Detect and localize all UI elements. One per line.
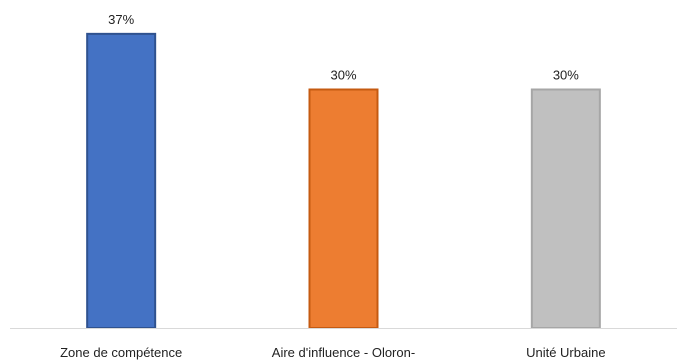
data-label-2: 30% [330, 68, 356, 83]
bar-2 [308, 88, 379, 329]
bar-3 [530, 88, 601, 329]
labels-group: 37% Zone de compétence 30% Aire d'influence… [60, 12, 605, 360]
data-label-3: 30% [553, 68, 579, 83]
data-label-1: 37% [108, 12, 134, 27]
bars-group [86, 32, 601, 329]
category-label-3: Unité Urbaine [526, 345, 606, 360]
bar-1 [86, 32, 157, 329]
category-label-2: Aire d'influence - Oloron- [272, 345, 415, 360]
category-label-1: Zone de compétence [60, 345, 182, 360]
